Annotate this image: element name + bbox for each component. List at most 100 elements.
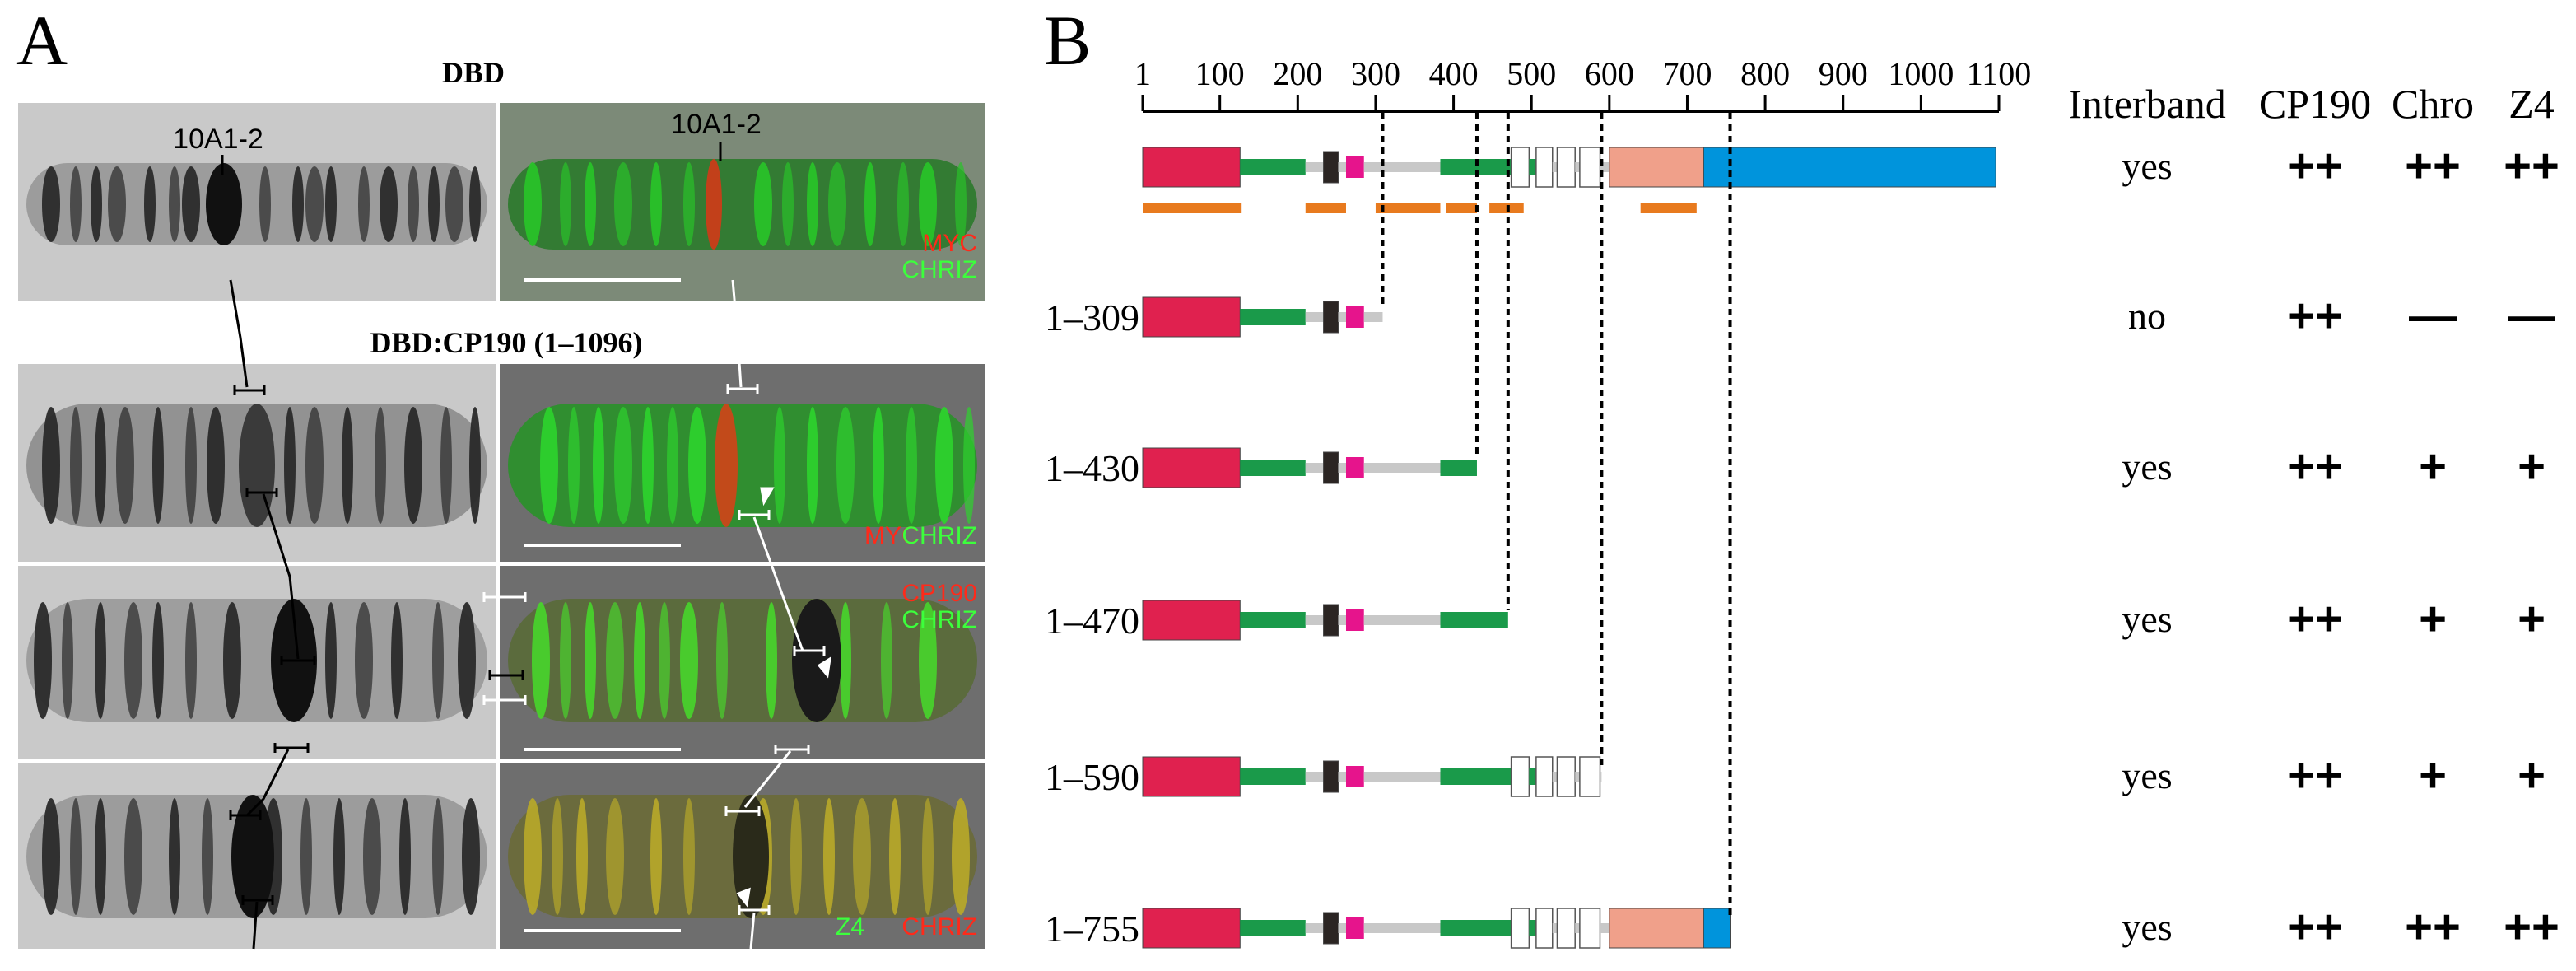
construct-5: 1–590 bbox=[1045, 756, 1602, 798]
domain-linker-gray-3 bbox=[1363, 923, 1441, 933]
table-cell-interband: no bbox=[2128, 295, 2166, 337]
chromosome-band bbox=[881, 602, 892, 719]
chromosome-band bbox=[606, 798, 624, 915]
table-cell-chro: — bbox=[2409, 289, 2457, 343]
domain-gap-gray-c bbox=[1600, 923, 1609, 933]
panel-a: A DBD DBD:CP190 (1–1096) 10A1-2 10A1-2 M… bbox=[16, 1, 985, 950]
domain-zf2 bbox=[1535, 756, 1554, 797]
domain-linker-gray-1 bbox=[1305, 772, 1324, 782]
chromosome-band bbox=[124, 602, 142, 719]
table-cell-chro: + bbox=[2419, 440, 2447, 493]
table-cell-cp190: ++ bbox=[2287, 592, 2343, 646]
table-cell-interband: yes bbox=[2122, 145, 2172, 187]
chromosome-band bbox=[116, 407, 134, 524]
header-cp190: CP190 bbox=[2259, 81, 2371, 127]
axis-tick-label: 1100 bbox=[1967, 55, 2032, 92]
construct-label: 1–309 bbox=[1045, 296, 1139, 338]
domain-linker-green-1 bbox=[1240, 768, 1306, 785]
domain-magenta-box bbox=[1345, 766, 1364, 787]
domain-gap-gray-a bbox=[1552, 923, 1558, 933]
table-cell-interband: yes bbox=[2122, 598, 2172, 640]
chromosome-band bbox=[300, 798, 312, 915]
domain-zf1 bbox=[1510, 147, 1530, 188]
band-label-left: 10A1-2 bbox=[173, 124, 263, 155]
domain-linker-green-1 bbox=[1240, 460, 1306, 476]
domain-zf4 bbox=[1579, 756, 1601, 797]
construct-4: 1–470 bbox=[1045, 600, 1508, 642]
row-3: CP190 CHRIZ bbox=[18, 566, 985, 759]
chromosome-band bbox=[144, 166, 156, 242]
row-2: MYC CHRIZ bbox=[18, 364, 985, 562]
chromosome-band bbox=[614, 162, 632, 246]
chromosome-band bbox=[790, 798, 802, 915]
chromosome-band bbox=[774, 407, 785, 524]
row3-right-chromosome bbox=[508, 599, 977, 722]
domain-magenta-box bbox=[1345, 917, 1364, 939]
highlight-band bbox=[231, 795, 274, 918]
panel-a-title-mid: DBD:CP190 (1–1096) bbox=[370, 326, 643, 359]
chromosome-band bbox=[754, 162, 772, 246]
panel-b: B 1 100 200 300 400 500 600 700 800 900 1000 1100 I… bbox=[1044, 1, 2560, 954]
chromosome-band bbox=[124, 798, 142, 915]
chromosome-band bbox=[659, 602, 670, 719]
chromosome-band bbox=[955, 162, 967, 246]
chromosome-band bbox=[305, 407, 324, 524]
chromosome-band bbox=[70, 407, 82, 524]
table-cell-z4: + bbox=[2518, 749, 2546, 802]
domain-blue-domain bbox=[1703, 908, 1731, 949]
axis-tick-label: 400 bbox=[1429, 55, 1479, 92]
chromosome-band bbox=[642, 407, 654, 524]
chromosome-band bbox=[70, 798, 82, 915]
domain-BTB bbox=[1142, 908, 1241, 949]
domain-gap-gray-c bbox=[1600, 772, 1602, 782]
axis-tick-label: 500 bbox=[1507, 55, 1556, 92]
chromosome-band bbox=[108, 166, 126, 242]
chromosome-band bbox=[922, 798, 934, 915]
header-z4: Z4 bbox=[2508, 81, 2555, 127]
domain-zf2 bbox=[1535, 147, 1554, 188]
chromosome-band bbox=[380, 166, 398, 242]
axis-ticks: 1 100 200 300 400 500 600 700 800 900 1000 1100 bbox=[1134, 55, 2031, 111]
row4-label-green: Z4 bbox=[836, 913, 864, 941]
domain-zf3 bbox=[1556, 908, 1576, 949]
chromosome-band bbox=[889, 798, 901, 915]
table-cell-cp190: ++ bbox=[2287, 749, 2343, 802]
chromosome-band bbox=[585, 602, 596, 719]
chromosome-band bbox=[182, 166, 200, 242]
domain-gap-gray-b bbox=[1575, 162, 1580, 172]
orange-bars bbox=[1143, 203, 1697, 213]
chromosome-band bbox=[358, 166, 370, 242]
table-rows: yes ++ ++ ++no ++ — —yes ++ + +yes ++ + +yes ++ + +yes +… bbox=[2122, 139, 2560, 954]
chromosome-band bbox=[782, 162, 794, 246]
domain-magenta-box bbox=[1345, 156, 1364, 178]
domain-zf3 bbox=[1556, 756, 1576, 797]
domain-linker-green-2 bbox=[1440, 920, 1512, 936]
chromosome-band bbox=[540, 407, 558, 524]
chromosome-band bbox=[524, 162, 542, 246]
domain-linker-green-1 bbox=[1240, 920, 1306, 936]
row3-edge-brackets bbox=[482, 592, 527, 705]
chromosome-band bbox=[593, 407, 604, 524]
chromosome-band bbox=[42, 407, 60, 524]
chromosome-band bbox=[634, 602, 645, 719]
truncation-dashed-lines bbox=[1381, 113, 1732, 918]
construct-3: 1–430 bbox=[1045, 447, 1477, 489]
highlight-band bbox=[733, 795, 769, 918]
axis-tick-label: 200 bbox=[1273, 55, 1322, 92]
chromosome-band bbox=[963, 407, 975, 524]
domain-linker-green-2 bbox=[1440, 460, 1477, 476]
chromosome-band bbox=[325, 602, 337, 719]
domain-gap-green bbox=[1529, 768, 1536, 785]
domain-linker-gray-1 bbox=[1305, 312, 1324, 322]
domain-zf4 bbox=[1579, 908, 1601, 949]
chromosome-band bbox=[906, 407, 917, 524]
chromosome-band bbox=[432, 798, 444, 915]
table-cell-chro: ++ bbox=[2405, 139, 2461, 193]
axis-tick-label: 700 bbox=[1662, 55, 1712, 92]
table-cell-cp190: ++ bbox=[2287, 139, 2343, 193]
axis-tick-label: 100 bbox=[1195, 55, 1245, 92]
table-cell-chro: ++ bbox=[2405, 900, 2461, 954]
table-cell-cp190: ++ bbox=[2287, 900, 2343, 954]
row2-label-red: MYC bbox=[864, 522, 920, 549]
domain-BTB bbox=[1142, 147, 1241, 188]
